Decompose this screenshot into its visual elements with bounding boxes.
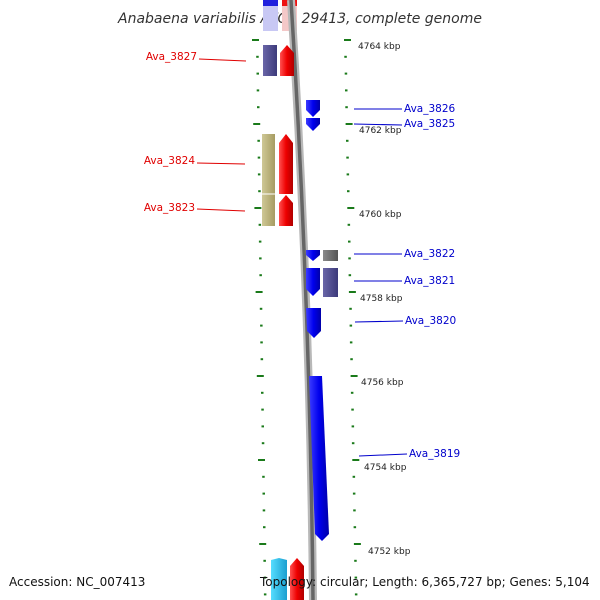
- topology-text: Topology: circular; Length: 6,365,727 bp…: [260, 575, 590, 589]
- scale-label: 4758 kbp: [360, 294, 403, 304]
- gene-arrow-ava-3827[interactable]: [280, 45, 294, 76]
- feature-partial-bottom-cyan: [271, 558, 287, 600]
- feature-block-gray: [323, 250, 338, 261]
- scale-label: 4752 kbp: [368, 547, 411, 557]
- scale-label: 4764 kbp: [358, 42, 401, 52]
- leader-line: [354, 320, 404, 323]
- scale-label: 4754 kbp: [364, 463, 407, 473]
- gene-label-ava-3826[interactable]: Ava_3826: [404, 103, 456, 115]
- gene-arrow-ava-3824[interactable]: [279, 134, 293, 194]
- scale-label: 4762 kbp: [359, 126, 402, 136]
- gene-label-ava-3820[interactable]: Ava_3820: [405, 315, 456, 327]
- tick-column-right: [344, 39, 361, 596]
- feature-block-khaki: [262, 134, 275, 226]
- leader-line: [196, 208, 246, 212]
- gene-label-ava-3825[interactable]: Ava_3825: [404, 118, 455, 130]
- feature-partial-top-a: [263, 0, 278, 31]
- gene-label-group-ava-3827[interactable]: Ava_3827: [146, 51, 247, 63]
- gene-arrow-ava-3823[interactable]: [279, 195, 293, 226]
- map-title: Anabaena variabilis ATCC 29413, complete…: [117, 11, 482, 27]
- gene-label-group-ava-3819[interactable]: Ava_3819: [358, 448, 460, 460]
- leader-line: [198, 58, 247, 62]
- gene-label-group-ava-3822[interactable]: Ava_3822: [354, 248, 455, 260]
- leader-line: [353, 123, 403, 126]
- accession-text: Accession: NC_007413: [9, 575, 146, 589]
- gene-label-ava-3824[interactable]: Ava_3824: [144, 155, 196, 167]
- feature-partial-bottom-red: [290, 558, 304, 600]
- gene-arrow-ava-3826[interactable]: [306, 100, 320, 117]
- leader-line: [196, 162, 246, 165]
- gene-label-group-ava-3824[interactable]: Ava_3824: [144, 155, 246, 167]
- gene-label-group-ava-3821[interactable]: Ava_3821: [354, 275, 455, 287]
- genome-backbone-shadow: [287, 0, 317, 600]
- gene-label-ava-3822[interactable]: Ava_3822: [404, 248, 455, 260]
- gene-label-ava-3827[interactable]: Ava_3827: [146, 51, 197, 63]
- leader-line: [358, 453, 408, 457]
- gene-label-ava-3821[interactable]: Ava_3821: [404, 275, 455, 287]
- gene-label-group-ava-3826[interactable]: Ava_3826: [354, 103, 456, 115]
- gene-label-ava-3823[interactable]: Ava_3823: [144, 202, 195, 214]
- tick-column-left: [252, 39, 267, 596]
- feature-block-purple: [263, 45, 277, 76]
- gene-arrow-ava-3825[interactable]: [306, 118, 320, 131]
- gene-label-ava-3819[interactable]: Ava_3819: [409, 448, 460, 460]
- feature-block-purple-2: [323, 268, 338, 297]
- gene-label-group-ava-3820[interactable]: Ava_3820: [354, 315, 456, 327]
- gene-arrow-ava-3819[interactable]: [309, 376, 329, 541]
- gene-arrow-ava-3822[interactable]: [306, 250, 320, 261]
- gene-arrow-ava-3821[interactable]: [306, 268, 320, 296]
- gene-label-group-ava-3825[interactable]: Ava_3825: [353, 118, 455, 130]
- feature-partial-top-c: [263, 0, 278, 6]
- genome-backbone: [289, 0, 315, 600]
- scale-label: 4760 kbp: [359, 210, 402, 220]
- scale-label: 4756 kbp: [361, 378, 404, 388]
- gene-label-group-ava-3823[interactable]: Ava_3823: [144, 202, 246, 214]
- gene-arrow-ava-3820[interactable]: [306, 308, 321, 338]
